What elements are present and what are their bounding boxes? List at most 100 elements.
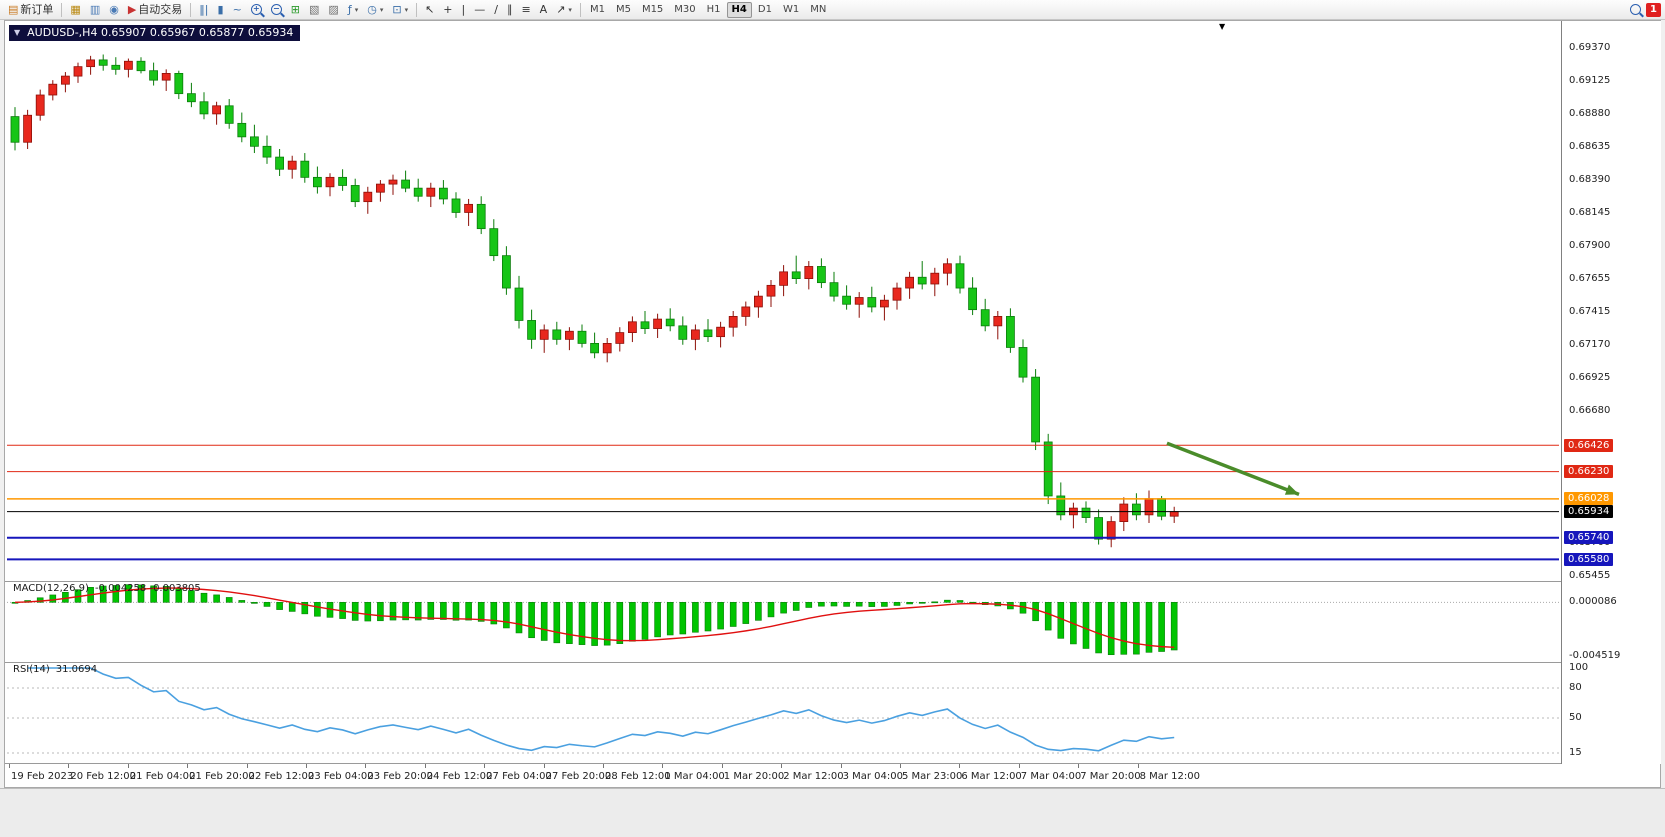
horizontal-line-button[interactable]: — [474, 3, 486, 16]
crosshair-button[interactable]: + [443, 3, 453, 16]
time-axis-tick [543, 764, 545, 768]
chart-window: ▼ AUDUSD-,H4 0.65907 0.65967 0.65877 0.6… [4, 20, 1661, 788]
magnifier-icon [1630, 4, 1644, 18]
trend-arrow[interactable] [1166, 441, 1300, 496]
new-order-button[interactable]: ▤ 新订单 [8, 3, 54, 16]
timeframe-button-m15[interactable]: M15 [641, 4, 664, 15]
time-axis-label: 22 Feb 12:00 [248, 771, 315, 782]
panel-separator[interactable] [5, 581, 1660, 582]
time-axis-tick [603, 764, 604, 768]
text-button[interactable]: A [539, 3, 548, 16]
chart-title-text: AUDUSD-,H4 0.65907 0.65967 0.65877 0.659… [27, 26, 294, 39]
price-tag: 0.66426 [1564, 438, 1614, 452]
toolbar-separator [416, 2, 418, 17]
timeframe-button-m30[interactable]: M30 [674, 4, 696, 15]
price-axis-label: 0.67900 [1569, 240, 1611, 252]
chevron-down-icon: ▾ [354, 5, 359, 14]
panel-separator [5, 763, 1660, 764]
zoom-in-button[interactable]: + [247, 1, 266, 19]
timeframe-button-d1[interactable]: D1 [757, 4, 772, 15]
zoom-out-button[interactable]: − [267, 1, 286, 19]
time-axis-tick [959, 764, 961, 768]
price-tag: 0.65580 [1564, 552, 1614, 566]
time-axis-label: 27 Feb 20:00 [545, 771, 612, 782]
toolbar-separator [61, 2, 63, 17]
macd-header: MACD(12,26,9) -0.004258 -0.003805 [13, 583, 201, 594]
timeframe-button-mn[interactable]: MN [810, 4, 827, 15]
timeframe-button-m5[interactable]: M5 [615, 4, 631, 15]
arrange-windows-button[interactable]: ▧ [309, 3, 320, 16]
timeframe-button-w1[interactable]: W1 [782, 4, 800, 15]
magnifier-icon: + [250, 4, 265, 18]
panel-separator[interactable] [5, 662, 1660, 663]
search-button[interactable] [1626, 1, 1645, 19]
price-axis-label: 0.68635 [1569, 140, 1611, 152]
navigator-button[interactable]: ◉ [109, 3, 119, 16]
time-axis-tick [900, 764, 901, 768]
rsi-axis-label: 80 [1569, 682, 1582, 693]
chevron-down-icon[interactable]: ▼ [14, 28, 21, 37]
price-axis-label: 0.69125 [1569, 74, 1611, 86]
equidistant-channel-button[interactable]: ∥ [506, 3, 513, 16]
time-axis-label: 3 Mar 04:00 [842, 771, 903, 782]
time-axis-tick [840, 764, 842, 768]
time-axis-tick [365, 764, 367, 768]
trendline-button[interactable]: ∕ [494, 3, 498, 16]
price-axis-label: 0.68390 [1569, 174, 1611, 186]
macd-values: -0.004258 -0.003805 [94, 583, 201, 594]
templates-button[interactable]: ⊡ ▾ [392, 3, 409, 16]
notification-badge[interactable]: 1 [1646, 2, 1661, 17]
fibonacci-button[interactable]: ≡ [521, 3, 531, 16]
chevron-down-icon: ▾ [379, 5, 384, 14]
toolbar-separator [579, 2, 581, 17]
main-toolbar: ▤ 新订单 ▦ ▥ ◉ ▶ 自动交易 ‖| ▮ ~ + − ⊞ ▧ ▨ ƒ ▾ ◷ ▾ ⊡ ▾ ↖ + | — ∕ ∥ ≡ A ↗ ▾ M1 M… [0, 0, 1665, 20]
price-axis-label: 0.68880 [1569, 107, 1611, 119]
market-watch-button[interactable]: ▦ [70, 3, 81, 16]
cursor-button[interactable]: ↖ [425, 3, 435, 16]
indicators-button[interactable]: ƒ ▾ [347, 3, 359, 16]
magnifier-icon: − [270, 4, 285, 18]
price-chart[interactable] [7, 41, 1559, 581]
price-axis-label: 0.65455 [1569, 570, 1611, 582]
vertical-line-button[interactable]: | [461, 3, 466, 16]
timeframe-button-h1[interactable]: H1 [706, 4, 721, 15]
cascade-windows-button[interactable]: ▨ [328, 3, 339, 16]
price-axis-label: 0.67655 [1569, 273, 1611, 285]
time-axis-tick [306, 764, 307, 768]
autotrading-button[interactable]: ▶ 自动交易 [127, 3, 183, 16]
time-axis[interactable]: 19 Feb 2023 20 Feb 12:00 21 Feb 04:00 21 Fe… [7, 764, 1561, 787]
candlestick-chart-button[interactable]: ▮ [217, 3, 224, 16]
rsi-header: RSI(14) 31.0694 [13, 664, 97, 675]
price-axis-label: 0.66680 [1569, 404, 1611, 416]
rsi-axis-label: 100 [1569, 662, 1589, 673]
chevron-down-icon: ▾ [568, 5, 572, 14]
time-axis-tick [246, 764, 248, 768]
timeframe-button-h4[interactable]: H4 [726, 1, 752, 18]
terminal-strip [0, 788, 1665, 837]
chart-shift-marker[interactable]: ▼ [1219, 22, 1226, 31]
price-axis[interactable]: 0.69370 0.69125 0.68880 0.68635 0.68390 0.681… [1561, 21, 1661, 764]
rsi-panel[interactable] [7, 663, 1559, 763]
time-axis-tick [781, 764, 783, 768]
time-axis-tick [424, 764, 426, 768]
periods-menu-button[interactable]: ◷ ▾ [367, 3, 384, 16]
time-axis-label: 1 Mar 04:00 [664, 771, 725, 782]
macd-label: MACD(12,26,9) [13, 583, 89, 594]
time-axis-label: 21 Feb 20:00 [189, 771, 255, 782]
rsi-axis-label: 50 [1569, 712, 1582, 723]
time-axis-tick [1137, 764, 1139, 768]
macd-panel[interactable] [7, 582, 1559, 661]
tile-windows-button[interactable]: ⊞ [290, 3, 301, 16]
toolbar-separator [190, 2, 192, 17]
time-axis-label: 1 Mar 20:00 [723, 771, 785, 782]
time-axis-tick [127, 764, 129, 768]
bar-chart-button[interactable]: ‖| [199, 3, 209, 16]
arrows-button[interactable]: ↗ ▾ [556, 3, 572, 16]
candlesticks [10, 54, 1179, 548]
line-chart-button[interactable]: ~ [232, 3, 242, 16]
timeframe-button-m1[interactable]: M1 [589, 4, 605, 15]
data-window-button[interactable]: ▥ [89, 3, 101, 16]
time-axis-label: 6 Mar 12:00 [961, 771, 1022, 782]
horizontal-lines[interactable] [7, 444, 1559, 561]
